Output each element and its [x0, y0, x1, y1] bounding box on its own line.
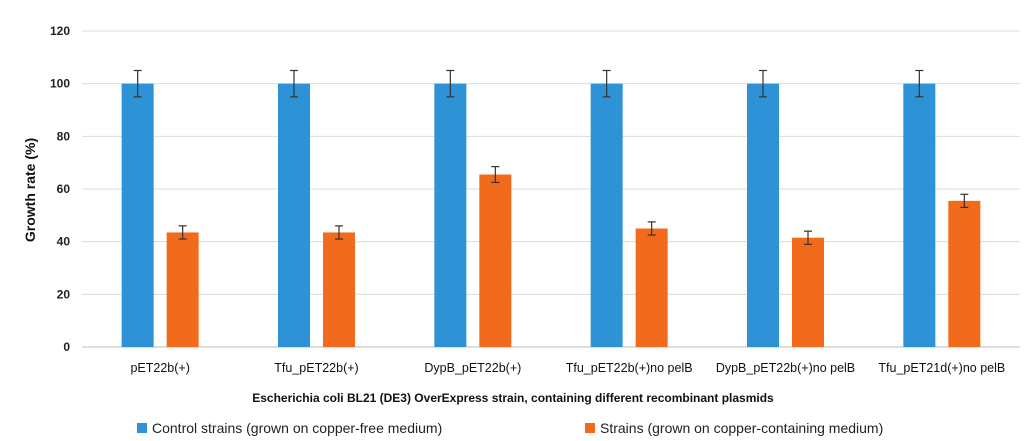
x-category-label: Tfu_pET21d(+)no pelB: [878, 361, 1005, 375]
bar: [792, 237, 824, 347]
bar: [635, 228, 668, 347]
y-tick-label: 120: [50, 24, 70, 38]
bar: [434, 83, 467, 348]
bar: [121, 83, 154, 348]
bar: [166, 232, 199, 347]
y-tick-label: 40: [57, 235, 71, 249]
x-category-label: Tfu_pET22b(+): [274, 361, 358, 375]
bar: [747, 83, 779, 348]
y-tick-label: 0: [63, 340, 70, 354]
gridlines: [82, 30, 1020, 348]
legend-label: Strains (grown on copper-containing medi…: [600, 420, 883, 436]
x-category-label: DypB_pET22b(+)no pelB: [716, 361, 855, 375]
y-tick-label: 80: [57, 129, 71, 143]
bar: [323, 232, 355, 347]
x-axis-categories: pET22b(+) Tfu_pET22b(+) DypB_pET22b(+) Tfu_…: [130, 361, 1005, 375]
bar: [948, 200, 981, 347]
x-category-label: Tfu_pET22b(+)no pelB: [566, 361, 693, 375]
x-category-label: pET22b(+): [130, 361, 189, 375]
x-category-label: DypB_pET22b(+): [424, 361, 521, 375]
y-tick-label: 100: [50, 77, 70, 91]
y-tick-label: 20: [57, 287, 71, 301]
legend-swatch: [137, 423, 147, 433]
bar: [903, 83, 936, 348]
y-tick-label: 60: [57, 182, 71, 196]
x-axis-label: Escherichia coli BL21 (DE3) OverExpress …: [252, 391, 774, 405]
y-axis-ticks: 0 20 40 60 80 100 120: [50, 24, 70, 354]
legend: Control strains (grown on copper-free me…: [137, 420, 883, 436]
bar: [479, 174, 512, 347]
bar: [590, 83, 623, 348]
legend-swatch: [585, 423, 595, 433]
bars: [121, 83, 981, 348]
bar: [278, 83, 310, 348]
y-axis-label: Growth rate (%): [22, 138, 38, 242]
legend-label: Control strains (grown on copper-free me…: [152, 420, 442, 436]
error-bars: [133, 69, 969, 245]
